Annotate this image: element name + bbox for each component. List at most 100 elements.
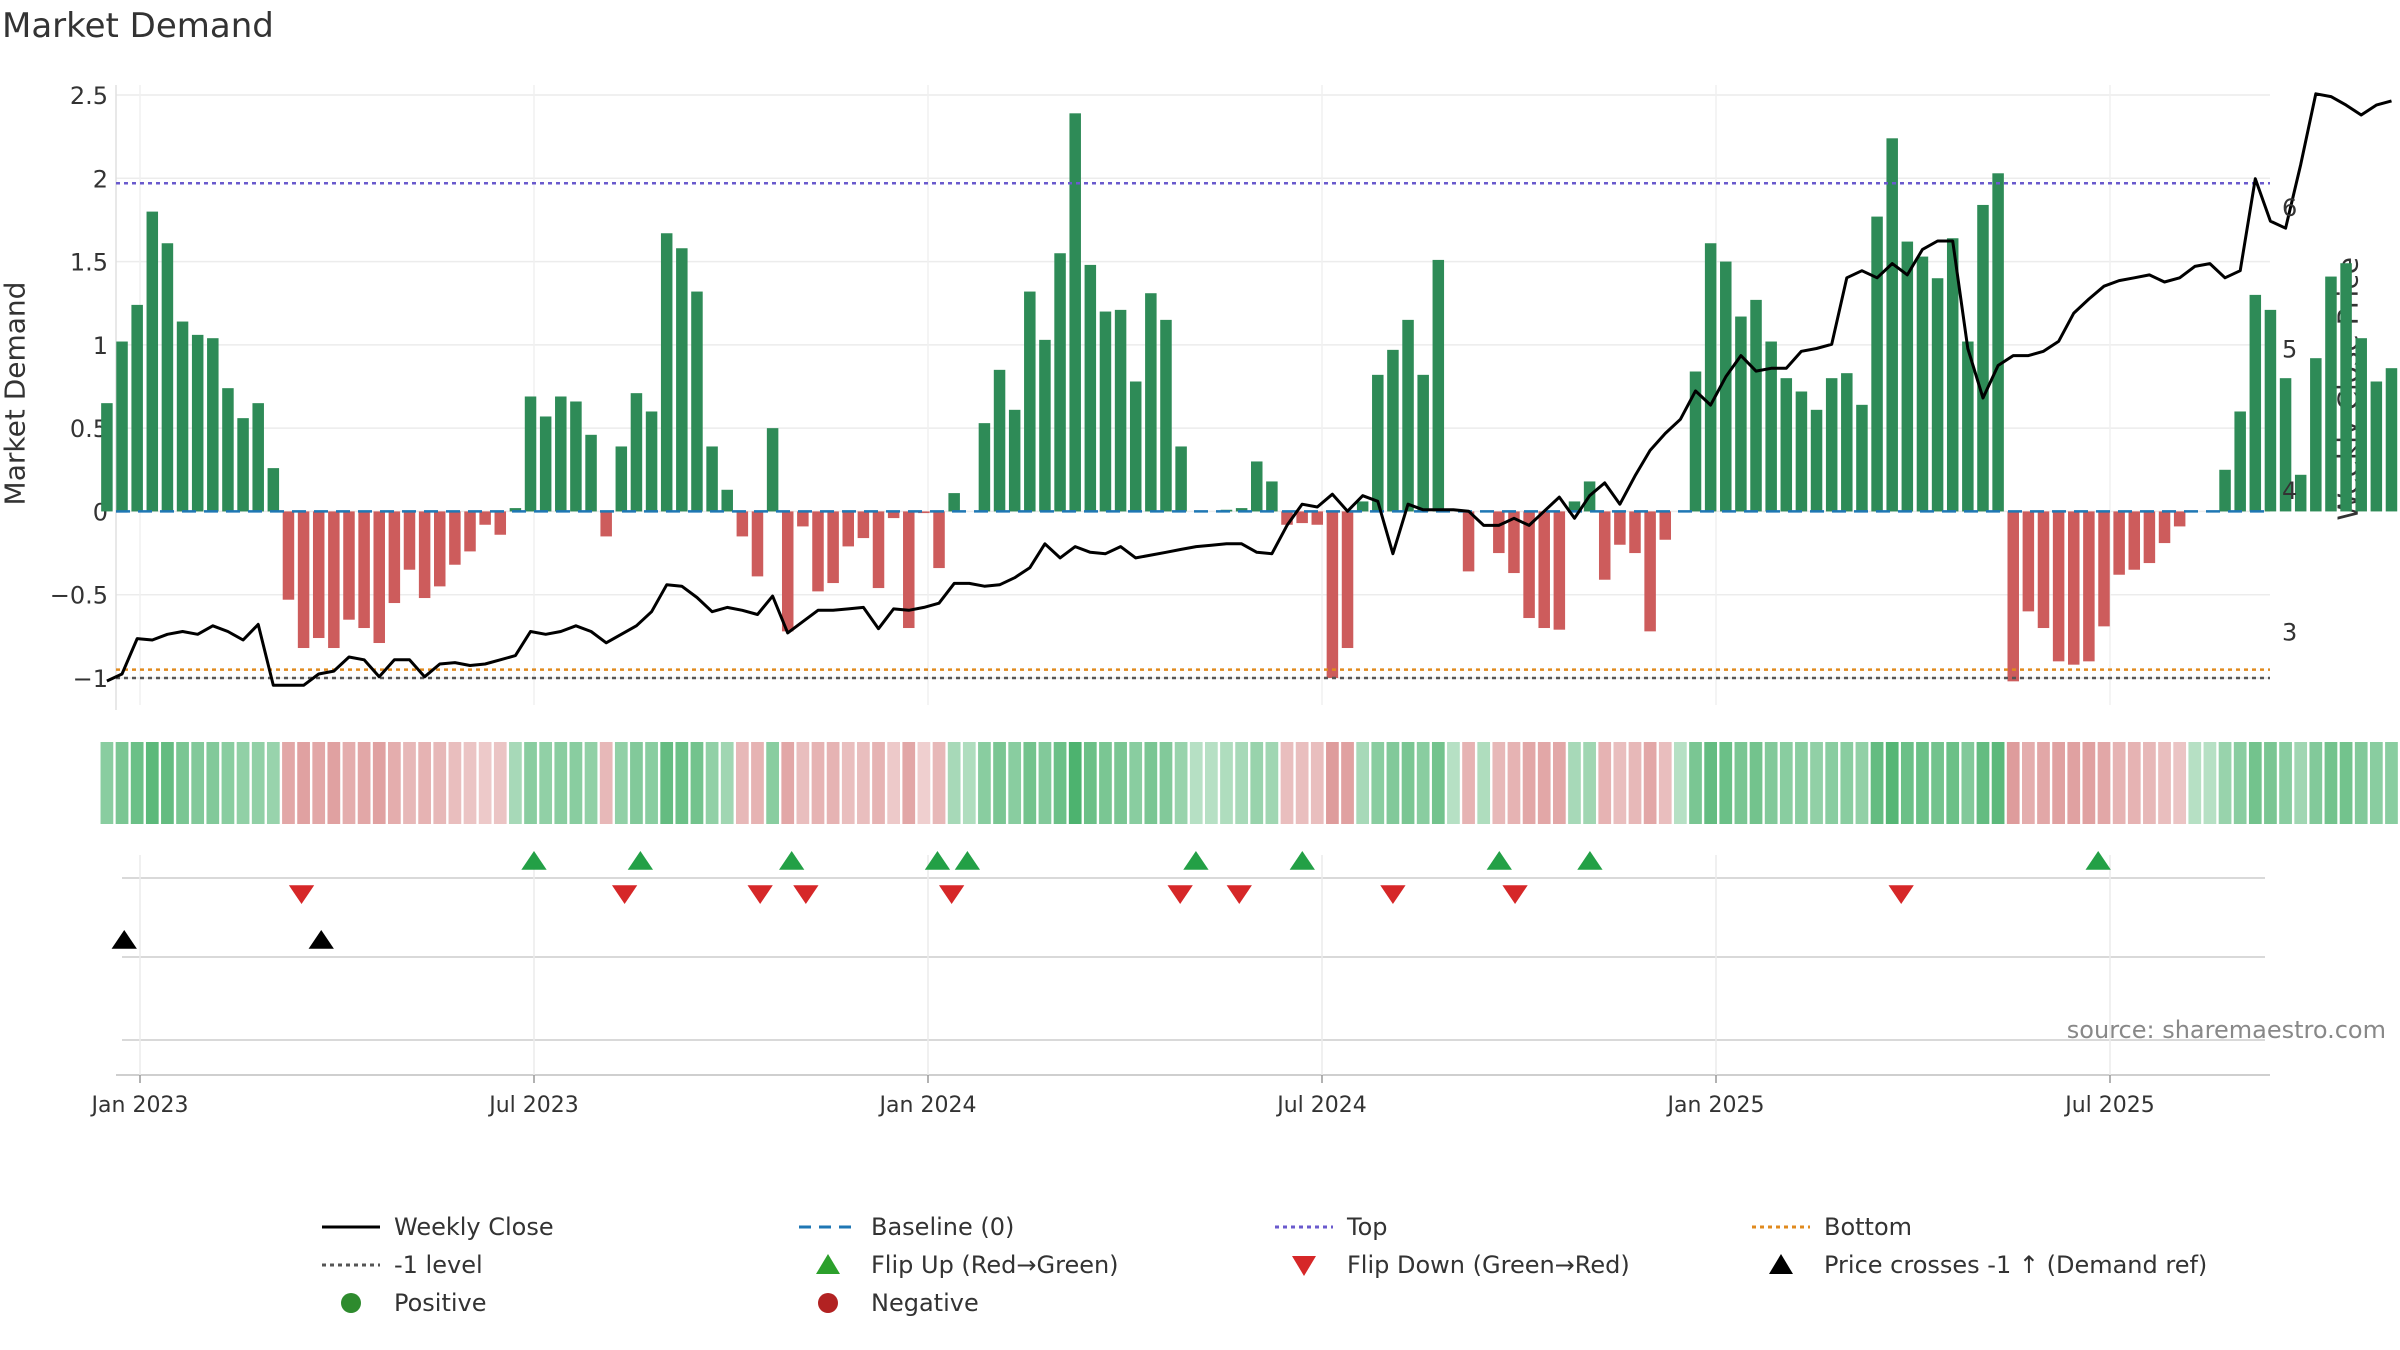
demand-bar-negative — [842, 511, 855, 547]
heat-cell — [796, 742, 810, 824]
heat-cell — [539, 742, 553, 824]
demand-bar-positive — [615, 446, 628, 512]
y2-tick-label: 4 — [2282, 477, 2297, 505]
demand-bar-negative — [297, 511, 310, 649]
heat-cell — [1674, 742, 1687, 824]
demand-bar-positive — [660, 233, 673, 512]
demand-bar-positive — [1810, 409, 1823, 512]
heat-cell — [2127, 742, 2141, 824]
heat-cell — [675, 742, 689, 824]
demand-bar-positive — [1356, 501, 1369, 512]
flip-up-marker — [1577, 851, 1603, 870]
demand-bar-negative — [2098, 511, 2110, 627]
heat-cell — [2037, 742, 2050, 824]
demand-bar-negative — [918, 511, 930, 514]
demand-bar-positive — [1780, 378, 1793, 512]
demand-bar-positive — [721, 489, 733, 512]
legend-symbol-line-solid — [322, 1225, 380, 1229]
demand-bar-negative — [2173, 511, 2186, 527]
heat-cell — [236, 742, 250, 824]
heat-cell — [1961, 742, 1975, 824]
heat-cell — [1552, 742, 1566, 824]
y-tick-label: 1 — [93, 332, 108, 360]
demand-bar-positive — [1175, 446, 1187, 512]
legend-item-cross: Price crosses -1 ↑ (Demand ref) — [1750, 1246, 2207, 1284]
demand-bar-positive — [191, 334, 204, 512]
heat-cell — [524, 742, 537, 824]
heat-cell — [176, 742, 189, 824]
demand-bar-positive — [2279, 378, 2292, 512]
demand-bar-positive — [630, 393, 643, 512]
heat-cell — [554, 742, 568, 824]
heat-cell — [1174, 742, 1188, 824]
legend-item-negative: Negative — [797, 1284, 979, 1322]
heat-cell — [1810, 742, 1823, 824]
source-note: source: sharemaestro.com — [2066, 1016, 2386, 1044]
heat-cell — [493, 742, 507, 824]
demand-bar-positive — [766, 428, 779, 512]
heat-cell — [932, 742, 946, 824]
demand-bar-positive — [948, 493, 960, 512]
heat-cell — [2385, 742, 2398, 824]
demand-bar-negative — [1629, 511, 1641, 554]
demand-bar-negative — [933, 511, 945, 569]
heat-cell — [2021, 742, 2035, 824]
demand-bar-negative — [2083, 511, 2095, 662]
heat-cell — [478, 742, 492, 824]
heat-cell — [1598, 742, 1612, 824]
heat-cell — [282, 742, 295, 824]
heat-cell — [1023, 742, 1037, 824]
heat-cell — [191, 742, 205, 824]
legend-label: Positive — [394, 1289, 487, 1317]
demand-bar-positive — [1704, 243, 1717, 512]
heat-cell — [1779, 742, 1793, 824]
legend-label: Negative — [871, 1289, 979, 1317]
demand-bar-negative — [1493, 511, 1505, 554]
legend-label: Top — [1347, 1213, 1388, 1241]
heat-cell — [2203, 742, 2217, 824]
demand-bar-negative — [1614, 511, 1626, 545]
heat-cell — [1447, 742, 1460, 824]
legend-label: Baseline (0) — [871, 1213, 1015, 1241]
heat-cell — [1205, 742, 1218, 824]
demand-bar-positive — [1432, 259, 1445, 512]
demand-bar-positive — [1069, 113, 1081, 512]
demand-bar-negative — [2007, 511, 2019, 682]
heat-cell — [735, 742, 749, 824]
demand-bar-positive — [1372, 374, 1384, 512]
demand-bar-negative — [1462, 511, 1475, 572]
heat-cell — [2052, 742, 2065, 824]
heat-cell — [705, 742, 719, 824]
demand-bar-positive — [1931, 278, 1944, 512]
heat-cell — [100, 742, 114, 824]
demand-bar-positive — [2310, 358, 2322, 512]
legend-item-bottom: Bottom — [1750, 1208, 1912, 1246]
heat-cell — [2354, 742, 2368, 824]
demand-bar-negative — [1523, 511, 1535, 619]
demand-bar-negative — [2068, 511, 2080, 665]
heat-cell — [2309, 742, 2323, 824]
demand-bar-positive — [1735, 316, 1747, 512]
demand-bar-positive — [2234, 411, 2246, 512]
heat-cell — [1583, 742, 1596, 824]
heat-cell — [342, 742, 356, 824]
heat-cell — [1764, 742, 1778, 824]
demand-bar-positive — [2219, 469, 2231, 512]
demand-bar-positive — [1765, 341, 1777, 512]
y-tick-label: 2 — [93, 165, 108, 193]
demand-bar-positive — [1946, 238, 1959, 512]
flip-down-marker — [611, 885, 638, 904]
x-tick-label: Jan 2023 — [90, 1093, 189, 1118]
y-tick-label: 2.5 — [70, 82, 108, 110]
heat-cell — [1946, 742, 1960, 824]
heat-cell — [1931, 742, 1944, 824]
demand-bar-negative — [812, 511, 824, 592]
demand-bar-positive — [2370, 381, 2383, 512]
demand-bar-positive — [1099, 311, 1112, 512]
demand-bar-negative — [1553, 511, 1566, 630]
heat-cell — [161, 742, 174, 824]
demand-bar-positive — [1992, 173, 2004, 512]
demand-bar-negative — [2037, 511, 2050, 629]
heat-cell — [372, 742, 386, 824]
heat-cell — [1658, 742, 1672, 824]
